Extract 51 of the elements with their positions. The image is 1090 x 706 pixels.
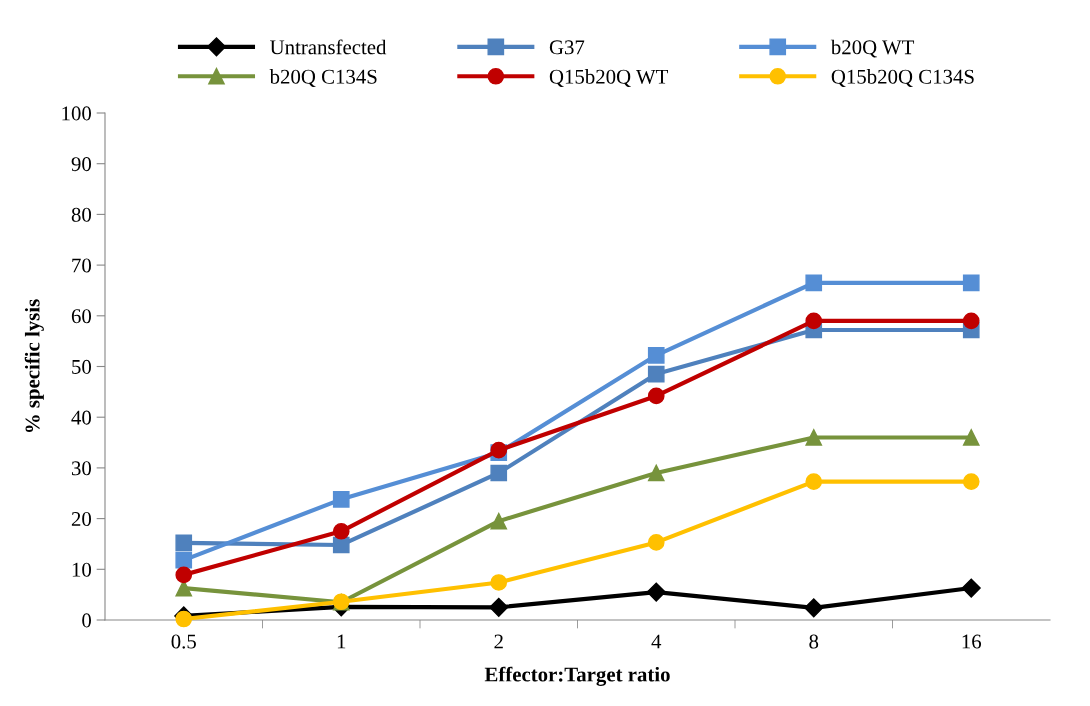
legend-label: Untransfected [270,39,387,55]
x-axis-title: Effector:Target ratio [484,666,670,686]
point [647,387,665,405]
y-tick-label: 20 [71,511,92,527]
y-axis-title: % specific lysis [24,299,44,433]
point [647,534,665,551]
point [804,598,824,618]
y-tick-label: 30 [71,461,92,476]
y-tick-label: 90 [71,157,92,172]
point [332,522,350,540]
legend-label: G37 [549,40,585,55]
point [962,312,980,330]
x-tick-label: 1 [337,634,346,649]
y-tick-label: 100 [62,106,92,121]
point [961,578,981,598]
x-tick-label: 8 [809,634,819,649]
point [647,464,665,482]
point [647,365,665,383]
legend-label: b20Q WT [830,39,915,58]
point [962,429,980,446]
point [332,536,350,554]
point [805,312,823,330]
point [490,574,508,591]
point [490,512,508,530]
point [489,597,509,617]
point [175,551,193,569]
point [962,274,980,292]
y-tick-label: 60 [71,309,92,324]
point [175,534,193,552]
legend-label: Q15b20Q WT [549,69,669,87]
x-tick-label: 0.5 [171,634,196,649]
point [805,429,823,446]
point [332,490,350,508]
x-tick-label: 16 [962,634,982,649]
point [805,473,823,490]
point [805,274,823,292]
y-tick-label: 70 [72,258,92,273]
x-tick-label: 4 [651,634,662,649]
y-tick-label: 50 [72,359,92,374]
point [490,464,508,482]
point [646,582,666,602]
point [962,473,980,490]
y-tick-label: 80 [71,207,92,222]
y-tick-label: 40 [71,410,92,425]
x-tick-label: 2 [494,634,503,649]
legend-label: b20Q C134S [269,69,377,87]
y-tick-label: 0 [82,613,92,628]
point [175,566,193,584]
point [647,347,665,364]
legend-label: Q15b20Q C134S [831,69,974,87]
y-tick-label: 10 [72,562,92,577]
